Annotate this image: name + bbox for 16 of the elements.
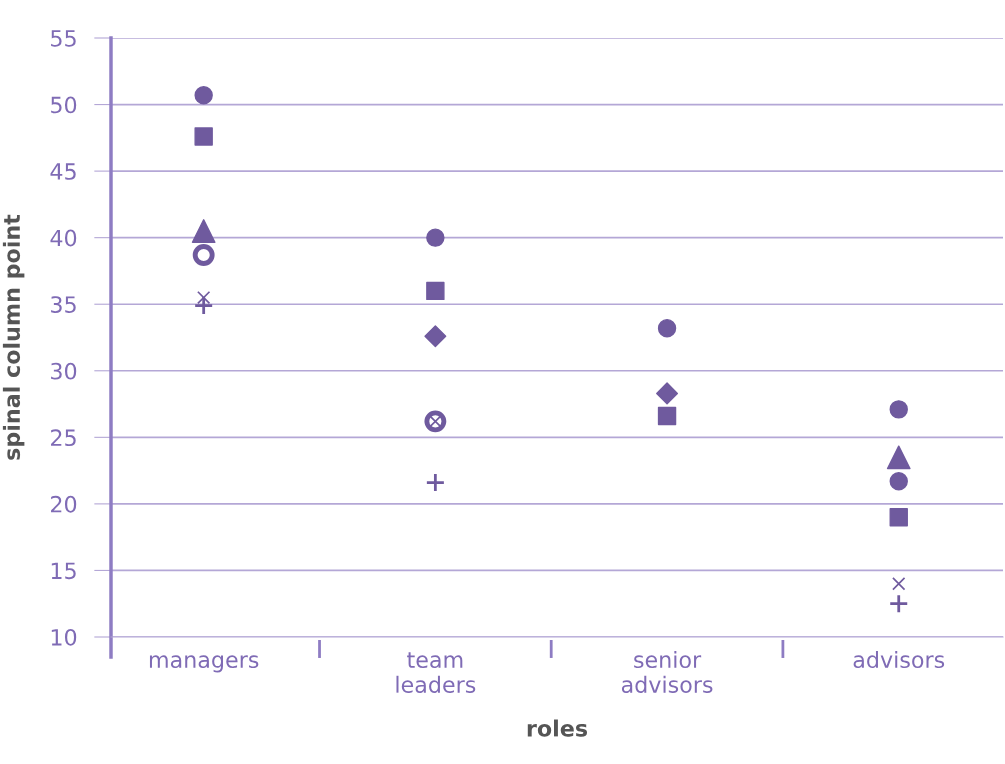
- y-tick-label: 20: [51, 495, 77, 513]
- x-tick-label: managers: [149, 655, 259, 673]
- y-tick-label: 10: [51, 628, 77, 646]
- y-tick-label: 45: [50, 163, 76, 180]
- y-tick-label: 15: [51, 562, 76, 580]
- y-tick-label: 25: [51, 429, 76, 447]
- x-tick-label: senior advisors: [621, 650, 713, 693]
- x-tick-label: advisors: [853, 650, 945, 669]
- y-tick-label: 40: [50, 229, 77, 247]
- x-axis-title: roles: [527, 719, 588, 737]
- y-axis-title: spinal column point: [2, 214, 25, 460]
- y-tick-label: 50: [51, 96, 77, 114]
- y-tick-label: 55: [51, 30, 76, 47]
- y-tick-label: 30: [51, 362, 77, 380]
- y-tick-label: 35: [51, 296, 76, 313]
- x-tick-label: team leaders: [396, 652, 476, 693]
